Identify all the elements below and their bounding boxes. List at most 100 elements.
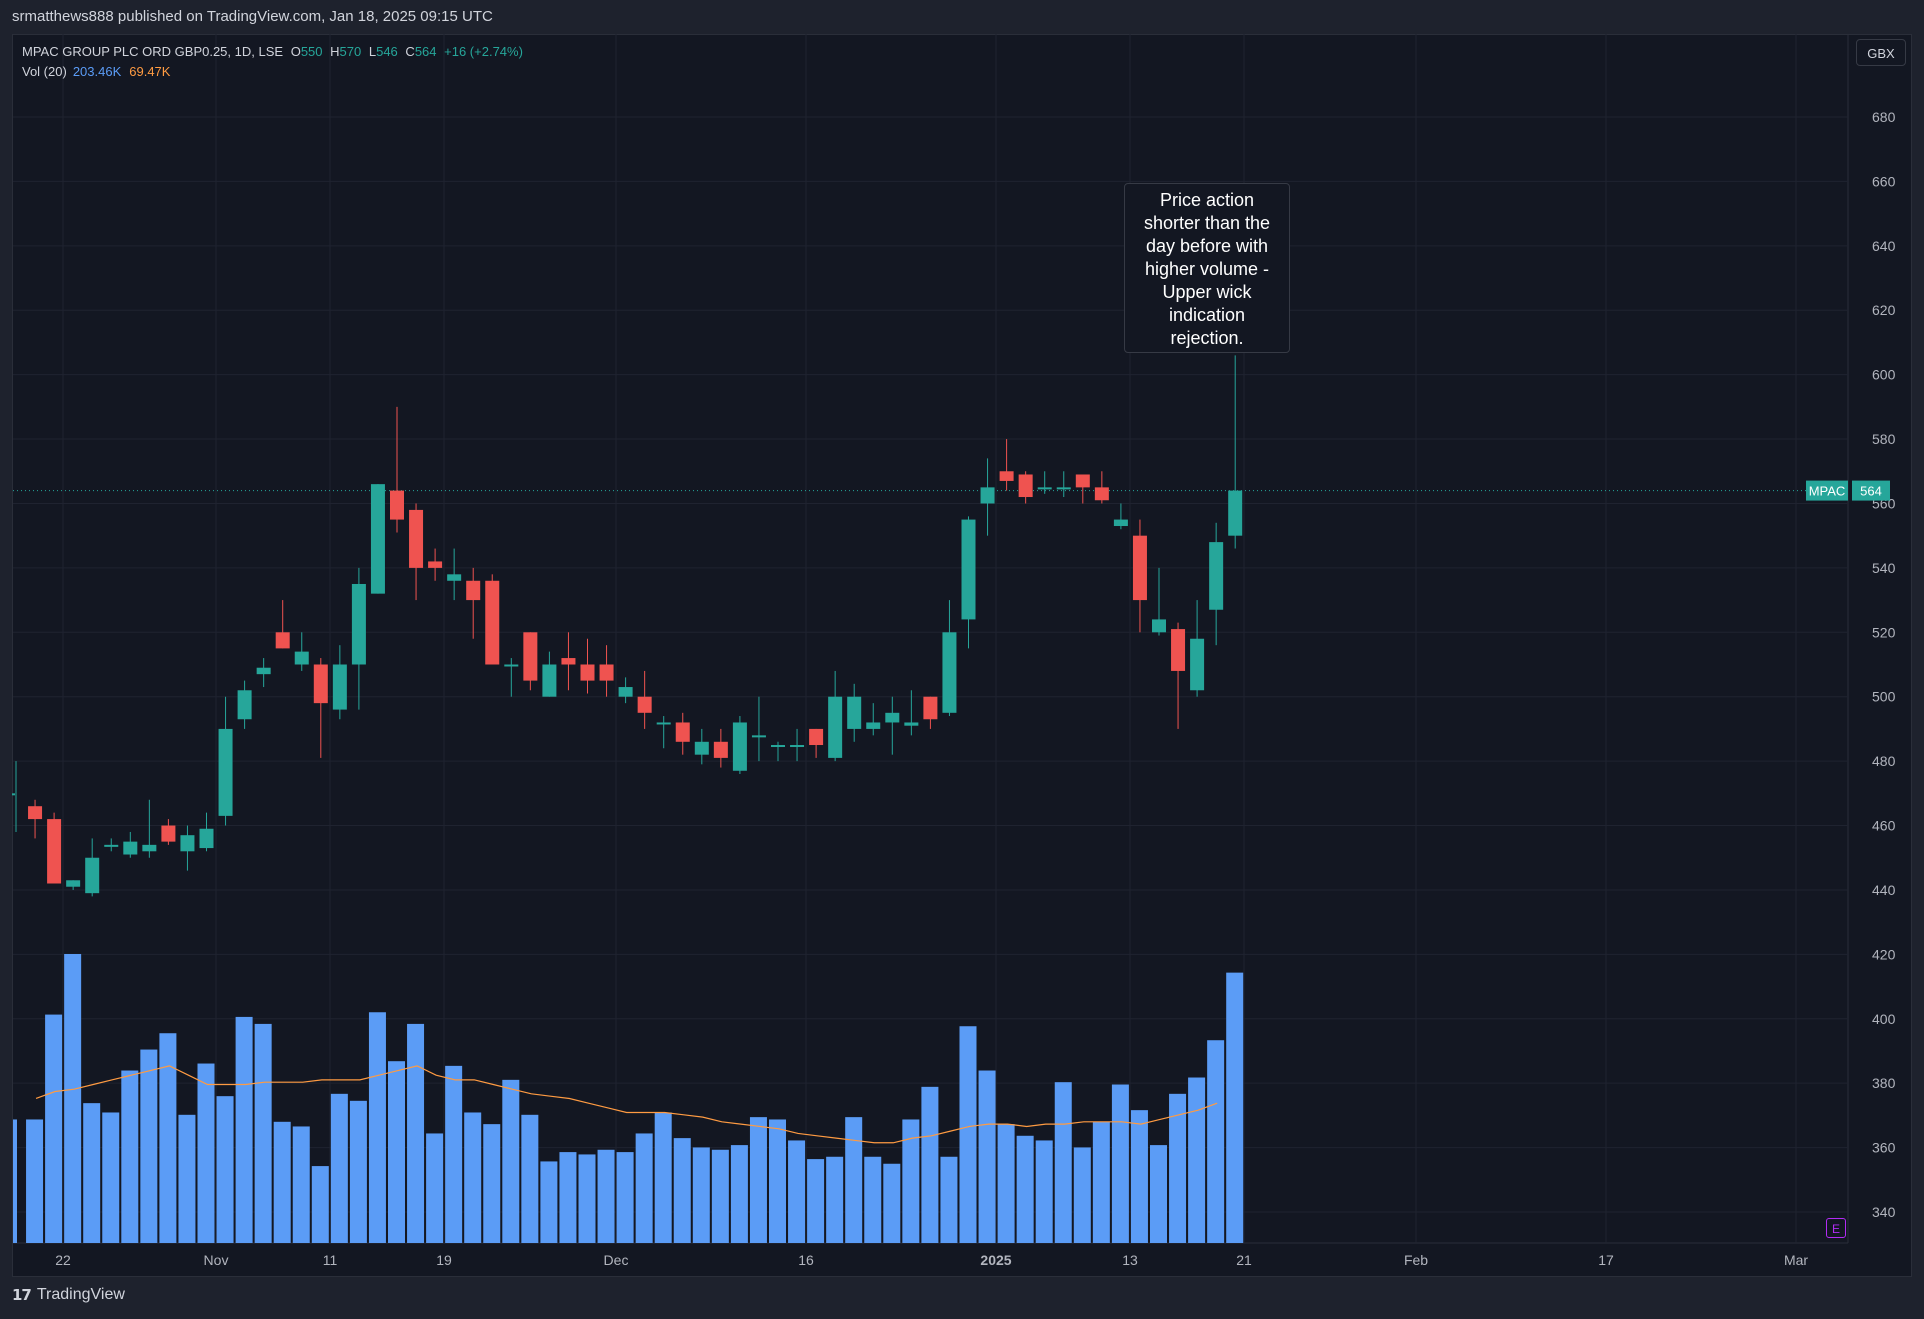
candle-body[interactable] [866,722,881,729]
volume-bar[interactable] [616,1152,634,1243]
volume-bar[interactable] [654,1112,672,1243]
volume-bar[interactable] [940,1156,958,1243]
candle-body[interactable] [390,490,404,520]
candle-body[interactable] [485,580,500,665]
volume-bar[interactable] [388,1061,405,1243]
candle-body[interactable] [599,664,614,681]
candle-body[interactable] [561,658,576,665]
volume-bar[interactable] [730,1145,748,1243]
candle-body[interactable] [1056,487,1071,490]
candle-body[interactable] [771,745,785,748]
candle-body[interactable] [751,735,766,738]
candle-body[interactable] [618,687,633,697]
candle-body[interactable] [123,841,138,855]
candle-body[interactable] [885,712,900,723]
candle-body[interactable] [732,722,747,771]
volume-bar[interactable] [1169,1093,1187,1243]
candle-body[interactable] [999,471,1014,481]
volume-bar[interactable] [883,1163,901,1243]
candle-body[interactable] [409,509,424,568]
volume-bar[interactable] [902,1119,920,1243]
volume-bar[interactable] [1035,1140,1053,1243]
volume-bar[interactable] [368,1012,386,1243]
candle-body[interactable] [199,828,214,849]
volume-bar[interactable] [483,1124,501,1243]
volume-bar[interactable] [464,1112,482,1243]
volume-bar[interactable] [921,1086,939,1243]
volume-bar[interactable] [83,1103,101,1243]
volume-bar[interactable] [254,1023,272,1243]
candle-body[interactable] [370,484,385,594]
annotation-note[interactable]: Price action shorter than the day before… [1124,183,1290,353]
candle-body[interactable] [466,580,481,601]
volume-bar[interactable] [64,953,82,1243]
candle-body[interactable] [523,632,538,681]
volume-bar[interactable] [807,1159,825,1243]
candle-body[interactable] [332,664,347,710]
candle-body[interactable] [847,696,862,729]
candle-body[interactable] [12,793,15,796]
candle-body[interactable] [1152,619,1166,633]
volume-bar[interactable] [959,1026,977,1243]
volume-bar[interactable] [330,1093,348,1243]
volume-bar[interactable] [1188,1077,1206,1243]
volume-bar[interactable] [1092,1121,1110,1243]
volume-bar[interactable] [197,1063,215,1243]
candle-body[interactable] [675,722,690,742]
volume-bar[interactable] [26,1119,44,1243]
volume-bar[interactable] [349,1100,367,1243]
candle-body[interactable] [580,664,595,681]
price-tag[interactable]: MPAC 564 [1806,480,1890,501]
symbol-label[interactable]: MPAC GROUP PLC ORD GBP0.25, 1D, LSE [22,44,284,59]
candle-body[interactable] [1190,638,1205,691]
volume-bar[interactable] [1207,1040,1225,1243]
volume-bar[interactable] [578,1154,596,1243]
volume-bar[interactable] [235,1016,253,1243]
candle-body[interactable] [1228,490,1243,536]
volume-bar[interactable] [121,1070,139,1243]
volume-bar[interactable] [826,1156,844,1243]
candle-body[interactable] [1132,535,1147,601]
candle-body[interactable] [161,825,176,842]
candle-body[interactable] [1018,474,1033,498]
volume-label[interactable]: Vol (20) [22,64,67,79]
earnings-badge[interactable]: E [1826,1218,1846,1238]
volume-bar[interactable] [559,1152,577,1243]
volume-bar[interactable] [102,1112,120,1243]
volume-bar[interactable] [1130,1110,1148,1243]
candle-body[interactable] [351,583,366,665]
candle-body[interactable] [447,574,462,581]
candle-body[interactable] [66,880,81,887]
candle-body[interactable] [1113,519,1128,527]
volume-bar[interactable] [673,1138,691,1243]
volume-bar[interactable] [273,1121,291,1243]
candle-body[interactable] [694,741,709,755]
volume-bar[interactable] [426,1133,444,1243]
volume-bar[interactable] [864,1156,882,1243]
candle-body[interactable] [28,806,43,820]
volume-bar[interactable] [769,1119,786,1243]
candle-body[interactable] [713,741,728,758]
candle-body[interactable] [313,664,328,704]
candle-body[interactable] [1075,474,1090,488]
volume-bar[interactable] [216,1096,234,1243]
volume-bar[interactable] [13,1119,17,1243]
candle-body[interactable] [923,696,938,720]
volume-bar[interactable] [311,1166,329,1243]
candle-body[interactable] [1209,542,1224,610]
volume-bar[interactable] [692,1147,710,1243]
volume-bar[interactable] [445,1065,463,1243]
candle-body[interactable] [542,664,557,697]
volume-bar[interactable] [140,1049,158,1243]
candle-body[interactable] [656,722,671,725]
candle-body[interactable] [1094,487,1109,501]
volume-bar[interactable] [159,1033,177,1243]
volume-bar[interactable] [978,1070,996,1243]
candle-body[interactable] [256,667,271,675]
volume-bar[interactable] [407,1023,425,1243]
volume-bar[interactable] [711,1149,729,1243]
volume-bar[interactable] [521,1114,539,1243]
candle-body[interactable] [1037,487,1052,490]
volume-bar[interactable] [1111,1084,1129,1243]
